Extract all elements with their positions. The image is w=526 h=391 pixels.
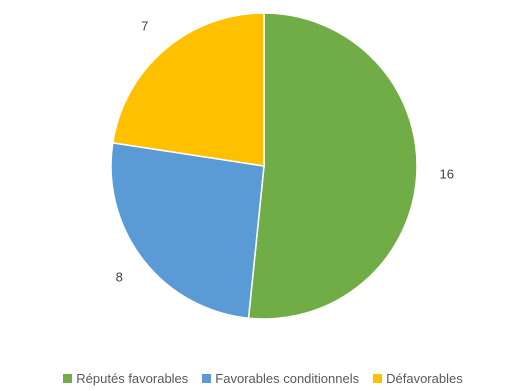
pie-slice-defavorables [111,12,265,167]
legend-label-reputes-favorables: Réputés favorables [76,371,189,386]
pie-slice-reputes-favorables [247,12,418,320]
legend-label-favorables-conditionnels: Favorables conditionnels [215,371,360,386]
legend-item-reputes-favorables: Réputés favorables [63,371,188,386]
legend-swatch-favorables-conditionnels [202,374,212,383]
legend-item-defavorables: Défavorables [373,371,463,386]
legend-label-defavorables: Défavorables [386,371,463,386]
data-label-defavorables: 7 [141,19,148,34]
chart-legend: Réputés favorables Favorables conditionn… [0,371,526,386]
legend-item-favorables-conditionnels: Favorables conditionnels [202,371,359,386]
legend-swatch-reputes-favorables [63,374,73,383]
data-label-reputes-favorables: 16 [440,167,454,182]
pie-slice-favorables-conditionnels [110,141,265,320]
legend-swatch-defavorables [373,374,383,383]
data-label-favorables-conditionnels: 8 [116,269,123,284]
